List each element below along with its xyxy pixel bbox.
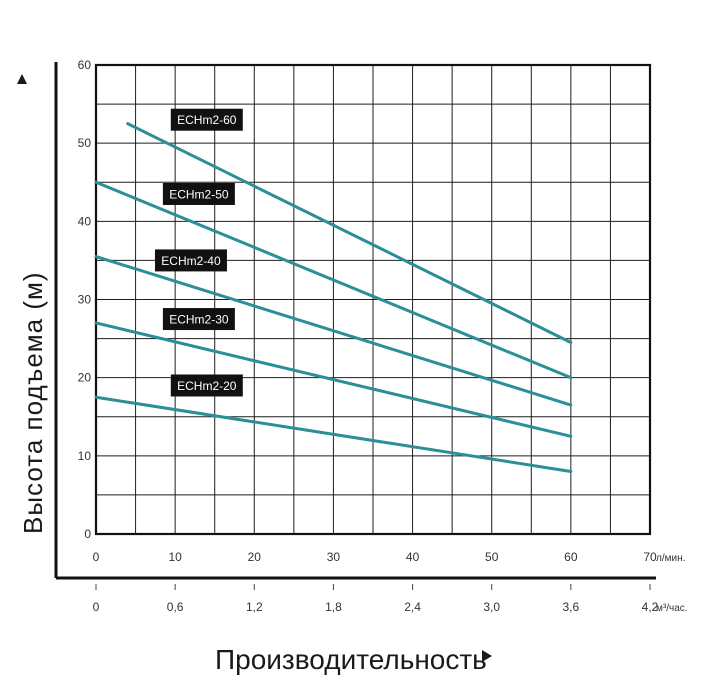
x2-unit-label: м³/час. xyxy=(656,603,688,614)
series-line-3 xyxy=(94,321,573,438)
y-axis-title: Высота подъема (м) xyxy=(18,271,48,534)
x2-tick-label: 1,8 xyxy=(325,600,342,614)
series-label-box xyxy=(170,108,243,131)
x-tick-label: 50 xyxy=(485,550,499,564)
x2-tick-label: 3,6 xyxy=(563,600,580,614)
series-label-text: ECHm2-60 xyxy=(177,113,237,127)
series-label-4: ECHm2-20 xyxy=(170,374,243,397)
x-unit-label: л/мин. xyxy=(656,553,685,564)
y-tick-label: 40 xyxy=(78,214,92,228)
series-layer xyxy=(94,122,573,473)
y-tick-label: 0 xyxy=(84,527,91,541)
x-tick-label: 20 xyxy=(248,550,262,564)
grid xyxy=(96,65,650,534)
series-label-0: ECHm2-60 xyxy=(170,108,243,131)
y-tick-label: 10 xyxy=(78,449,92,463)
series-label-2: ECHm2-40 xyxy=(154,249,227,272)
x2-tick-label: 4,2 xyxy=(642,600,659,614)
series-label-text: ECHm2-30 xyxy=(169,313,229,327)
series-line-2 xyxy=(94,255,573,407)
series-label-text: ECHm2-20 xyxy=(177,379,237,393)
series-line-1 xyxy=(94,180,573,380)
series-label-box xyxy=(154,249,227,272)
x2-tick-label: 0 xyxy=(93,600,100,614)
x-tick-label: 70 xyxy=(643,550,657,564)
series-labels: ECHm2-60 ECHm2-50 ECHm2-40 ECHm2-30 ECHm2-20 xyxy=(154,108,243,397)
x-tick-label: 0 xyxy=(93,550,100,564)
series-label-1: ECHm2-50 xyxy=(162,182,235,205)
series-label-box xyxy=(162,308,235,331)
series-line-4 xyxy=(94,395,573,473)
x-tick-label: 60 xyxy=(564,550,578,564)
x2-tick-label: 0,6 xyxy=(167,600,184,614)
x-axis-title: Производительность xyxy=(215,644,487,675)
x2-tick-label: 1,2 xyxy=(246,600,263,614)
y-tick-label: 50 xyxy=(78,136,92,150)
x-tick-label: 30 xyxy=(327,550,341,564)
series-label-box xyxy=(162,182,235,205)
y-tick-label: 30 xyxy=(78,293,92,307)
y-tick-label: 60 xyxy=(78,58,92,72)
x2-tick-label: 2,4 xyxy=(404,600,421,614)
series-label-text: ECHm2-50 xyxy=(169,187,229,201)
x2-tick-label: 3,0 xyxy=(483,600,500,614)
x-tick-label: 10 xyxy=(168,550,182,564)
series-line-0 xyxy=(126,122,573,344)
plot-border xyxy=(94,63,652,536)
series-label-box xyxy=(170,374,243,397)
x-tick-label: 40 xyxy=(406,550,420,564)
series-label-text: ECHm2-40 xyxy=(161,254,221,268)
chart-frame xyxy=(54,62,656,590)
x-axis-arrow-icon xyxy=(482,650,492,662)
series-label-3: ECHm2-30 xyxy=(162,308,235,331)
y-axis-arrow-icon xyxy=(17,74,27,84)
y-tick-label: 20 xyxy=(78,371,92,385)
y-tick-labels: 0 10 20 30 40 50 60 xyxy=(78,58,92,541)
x2-tick-labels: 0 0,6 1,2 1,8 2,4 3,0 3,6 4,2 xyxy=(93,600,659,614)
x-tick-labels: 0 10 20 30 40 50 60 70 xyxy=(93,550,657,564)
